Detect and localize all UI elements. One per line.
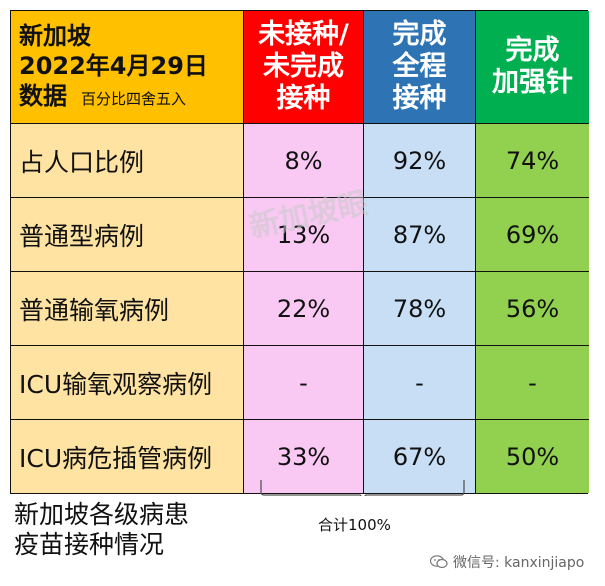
cell-full: 67% <box>364 420 476 493</box>
cell-unvaccinated: 8% <box>244 124 364 198</box>
cell-booster: 69% <box>476 198 589 272</box>
caption-line-1: 新加坡各级病患 <box>14 500 190 529</box>
header-full-vaccinated: 完成 全程 接种 <box>364 11 476 124</box>
cell-full: 87% <box>364 198 476 272</box>
header-unvaccinated-line-2: 未完成 <box>263 51 344 82</box>
wechat-credit: 微信号: kanxinjiapo <box>430 552 584 572</box>
rounding-note: 百分比四舍五入 <box>81 89 187 108</box>
header-unvaccinated: 未接种/ 未完成 接种 <box>244 11 364 124</box>
cell-unvaccinated: 33% <box>244 420 364 493</box>
wechat-icon <box>430 555 448 569</box>
cell-full: 78% <box>364 272 476 346</box>
row-label: ICU病危插管病例 <box>11 420 244 493</box>
cell-full: - <box>364 346 476 420</box>
caption-line-2: 疫苗接种情况 <box>14 530 165 559</box>
cell-booster: - <box>476 346 589 420</box>
row-label: 占人口比例 <box>11 124 244 198</box>
row-label: 普通输氧病例 <box>11 272 244 346</box>
header-unvaccinated-line-1: 未接种/ <box>258 19 349 50</box>
header-full-line-1: 完成 <box>392 19 447 50</box>
header-full-line-2: 全程 <box>392 51 447 82</box>
title-line-2: 2022年4月29日 <box>19 51 208 80</box>
header-unvaccinated-line-3: 接种 <box>276 83 331 114</box>
caption: 新加坡各级病患 疫苗接种情况 <box>14 500 189 560</box>
table-title: 新加坡 2022年4月29日 数据 百分比四舍五入 <box>11 11 244 124</box>
header-booster-line-2: 加强针 <box>492 67 573 98</box>
header-booster: 完成 加强针 <box>476 11 589 124</box>
header-booster-line-1: 完成 <box>505 35 560 66</box>
title-line-3-row: 数据 百分比四舍五入 <box>19 81 186 114</box>
cell-booster: 56% <box>476 272 589 346</box>
header-full-line-3: 接种 <box>392 83 447 114</box>
cell-unvaccinated: 13% <box>244 198 364 272</box>
vaccination-table: 新加坡 2022年4月29日 数据 百分比四舍五入 未接种/ 未完成 接种 完成 … <box>10 10 589 494</box>
cell-full: 92% <box>364 124 476 198</box>
title-line-1: 新加坡 <box>19 21 91 50</box>
cell-booster: 50% <box>476 420 589 493</box>
row-label: ICU输氧观察病例 <box>11 346 244 420</box>
sum-bracket <box>260 480 465 496</box>
cell-unvaccinated: 22% <box>244 272 364 346</box>
cell-booster: 74% <box>476 124 589 198</box>
wechat-id: 微信号: kanxinjiapo <box>453 555 585 571</box>
row-label: 普通型病例 <box>11 198 244 272</box>
title-line-3: 数据 <box>19 81 67 110</box>
sum-label: 合计100% <box>318 516 391 534</box>
cell-unvaccinated: - <box>244 346 364 420</box>
